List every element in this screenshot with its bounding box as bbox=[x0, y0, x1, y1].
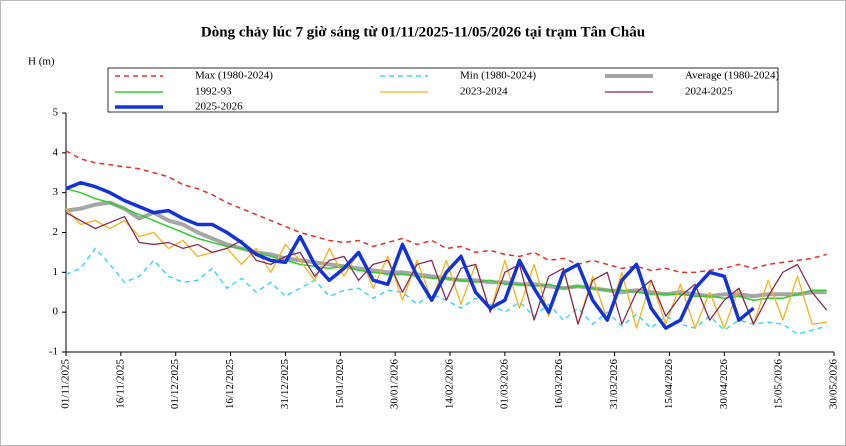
x-tick-label: 15/04/2026 bbox=[663, 359, 675, 410]
x-tick-label: 31/12/2025 bbox=[279, 359, 291, 410]
x-tick-label: 16/11/2025 bbox=[114, 359, 126, 409]
legend-label: 1992-93 bbox=[195, 86, 232, 98]
y-tick-label: 0 bbox=[53, 306, 59, 318]
y-axis-label: H (m) bbox=[28, 56, 55, 68]
y-tick-label: 3 bbox=[53, 186, 59, 198]
x-tick-label: 15/05/2026 bbox=[773, 359, 785, 410]
series-line bbox=[65, 180, 755, 330]
x-tick-label: 01/12/2025 bbox=[169, 359, 181, 410]
x-tick-label: 01/03/2026 bbox=[498, 359, 510, 410]
x-tick-label: 15/01/2026 bbox=[334, 359, 346, 410]
series-line bbox=[65, 212, 828, 325]
x-tick-label: 16/12/2025 bbox=[224, 359, 236, 410]
x-tick-label: 30/04/2026 bbox=[718, 359, 730, 410]
legend-label: Max (1980-2024) bbox=[195, 70, 273, 82]
x-tick-label: 01/11/2025 bbox=[60, 359, 72, 409]
y-tick-label: 1 bbox=[53, 266, 59, 278]
x-tick-label: 16/03/2026 bbox=[553, 359, 565, 410]
x-tick-label: 30/01/2026 bbox=[389, 359, 401, 410]
legend-label: 2023-2024 bbox=[460, 86, 508, 98]
chart-title: Dòng chảy lúc 7 giờ sáng từ 01/11/2025-1… bbox=[201, 24, 645, 40]
x-tick-label: 31/03/2026 bbox=[608, 359, 620, 410]
legend-label: 2024-2025 bbox=[685, 86, 733, 98]
x-tick-label: 14/02/2026 bbox=[444, 359, 456, 410]
y-tick-label: 2 bbox=[53, 226, 59, 238]
legend-label: Min (1980-2024) bbox=[460, 70, 536, 82]
x-tick-label: 30/05/2026 bbox=[828, 359, 840, 410]
legend-label: Average (1980-2024) bbox=[685, 70, 780, 82]
series-line bbox=[65, 208, 827, 329]
y-tick-label: 4 bbox=[53, 146, 59, 158]
y-tick-label: 5 bbox=[53, 107, 59, 119]
legend-box bbox=[107, 67, 779, 113]
legend-label: 2025-2026 bbox=[195, 101, 243, 113]
y-tick-label: -1 bbox=[49, 346, 58, 358]
